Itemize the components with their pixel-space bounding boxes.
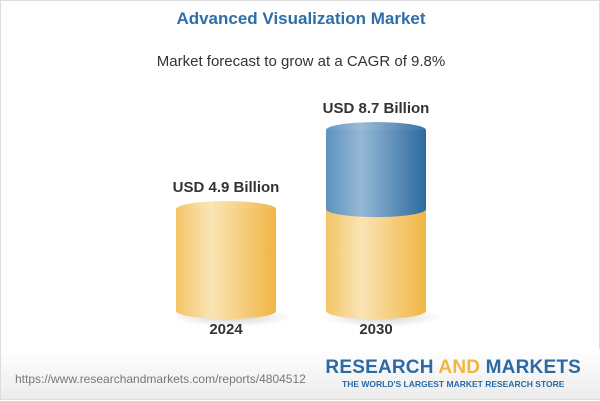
x-tick-label: 2030: [359, 321, 392, 338]
report-url[interactable]: https://www.researchandmarkets.com/repor…: [15, 372, 306, 386]
data-label: USD 8.7 Billion: [323, 100, 430, 117]
data-label: USD 4.9 Billion: [173, 179, 280, 196]
research-and-markets-logo: RESEARCH AND MARKETS THE WORLD'S LARGEST…: [325, 357, 581, 389]
bar-2030-base-body: [326, 209, 426, 319]
bar-2030-growth-top: [326, 122, 426, 139]
footer: https://www.researchandmarkets.com/repor…: [1, 349, 600, 399]
chart-subtitle: Market forecast to grow at a CAGR of 9.8…: [156, 53, 446, 70]
bar-2024-body: [176, 209, 276, 319]
bar-2030-growth-body: [326, 130, 426, 218]
chart-title: Advanced Visualization Market: [176, 9, 426, 28]
bar-2024-top: [176, 201, 276, 218]
x-tick-label: 2024: [209, 321, 243, 338]
